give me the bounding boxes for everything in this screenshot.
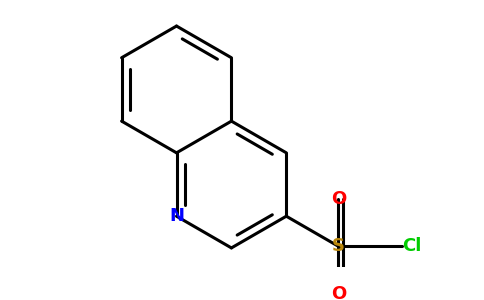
Text: N: N xyxy=(169,207,184,225)
Text: O: O xyxy=(331,190,346,208)
Text: Cl: Cl xyxy=(402,237,421,255)
Text: O: O xyxy=(331,285,346,300)
Text: S: S xyxy=(332,237,345,255)
